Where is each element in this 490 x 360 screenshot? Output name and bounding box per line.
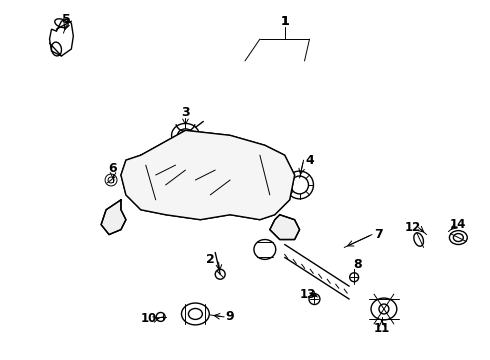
Text: 1: 1 xyxy=(280,15,289,28)
Text: 7: 7 xyxy=(374,228,383,241)
Text: 6: 6 xyxy=(109,162,117,175)
Text: 13: 13 xyxy=(299,288,316,301)
Text: 4: 4 xyxy=(305,154,314,167)
Text: 10: 10 xyxy=(141,312,157,325)
Text: 14: 14 xyxy=(450,218,466,231)
Text: 11: 11 xyxy=(374,322,390,336)
Polygon shape xyxy=(121,130,294,220)
Text: 1: 1 xyxy=(280,15,289,28)
Text: 9: 9 xyxy=(226,310,234,323)
Polygon shape xyxy=(101,200,126,235)
Polygon shape xyxy=(270,215,299,239)
Text: 5: 5 xyxy=(62,13,71,26)
Text: 3: 3 xyxy=(181,106,190,119)
Text: 12: 12 xyxy=(405,221,421,234)
Text: 2: 2 xyxy=(206,253,215,266)
Text: 8: 8 xyxy=(353,258,362,271)
